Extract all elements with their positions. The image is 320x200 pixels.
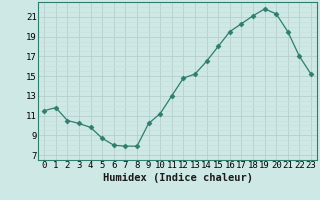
X-axis label: Humidex (Indice chaleur): Humidex (Indice chaleur) [103, 173, 252, 183]
